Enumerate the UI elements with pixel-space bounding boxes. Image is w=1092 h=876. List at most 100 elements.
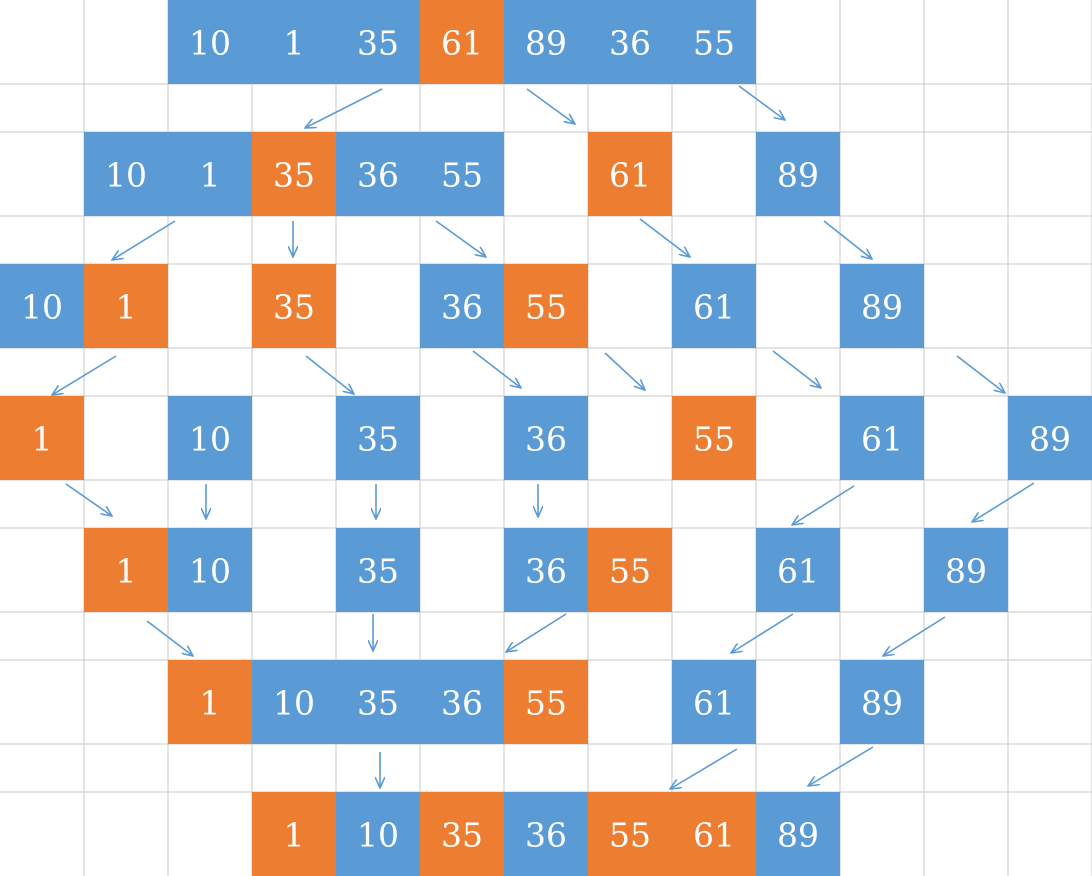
cell-value: 35 [357, 552, 399, 591]
cell: 55 [588, 528, 672, 612]
value-cell-box [756, 528, 840, 612]
value-cell-box [168, 132, 252, 216]
pivot-cell-box [168, 660, 252, 744]
cell-value: 1 [200, 684, 221, 723]
value-cell-box [672, 0, 756, 84]
cell-value: 10 [21, 288, 63, 327]
cell: 1 [0, 396, 84, 480]
value-cell-box [840, 660, 924, 744]
pivot-cell-box [588, 528, 672, 612]
cell-value: 89 [525, 24, 567, 63]
cell: 89 [924, 528, 1008, 612]
arrow [112, 220, 176, 260]
cell-value: 36 [525, 816, 567, 855]
row-6: 1 10 35 36 55 61 89 [168, 660, 924, 744]
cell: 36 [504, 528, 588, 612]
cell: 61 [672, 660, 756, 744]
arrow [772, 350, 821, 388]
value-cell-box [504, 396, 588, 480]
cell-value: 10 [189, 24, 231, 63]
cell: 36 [504, 396, 588, 480]
cell: 35 [336, 396, 420, 480]
pivot-cell-box [420, 0, 504, 84]
value-cell-box [252, 660, 336, 744]
cell: 35 [420, 792, 504, 876]
cell: 89 [840, 264, 924, 348]
value-cell-box [756, 132, 840, 216]
cell: 1 [252, 0, 336, 84]
value-cell-box [504, 528, 588, 612]
cell: 55 [504, 660, 588, 744]
cell-value: 1 [116, 552, 137, 591]
cell: 36 [336, 132, 420, 216]
cell-value: 36 [441, 684, 483, 723]
cell: 10 [168, 0, 252, 84]
cell: 35 [336, 660, 420, 744]
value-cell-box [504, 792, 588, 876]
value-cell-box [168, 0, 252, 84]
cell-value: 1 [200, 156, 221, 195]
cell: 35 [252, 264, 336, 348]
value-cell-box [756, 792, 840, 876]
cell: 35 [252, 132, 336, 216]
cell-value: 36 [357, 156, 399, 195]
row-4: 1 10 35 36 55 61 89 [0, 396, 1092, 480]
cell: 36 [420, 660, 504, 744]
cell-value: 89 [1029, 420, 1071, 459]
cell: 61 [756, 528, 840, 612]
arrow [670, 748, 738, 789]
pivot-cell-box [84, 528, 168, 612]
value-cell-box [336, 396, 420, 480]
pivot-cell-box [252, 792, 336, 876]
cell-value: 10 [357, 816, 399, 855]
cell: 89 [1008, 396, 1092, 480]
cell-value: 61 [693, 816, 735, 855]
arrow [808, 746, 874, 786]
arrow [731, 613, 794, 653]
value-cell-box [588, 0, 672, 84]
cell-value: 61 [441, 24, 483, 63]
cell-value: 36 [525, 552, 567, 591]
value-cell-box [672, 660, 756, 744]
cell-value: 1 [116, 288, 137, 327]
cell: 61 [672, 792, 756, 876]
row-7: 1 10 35 36 55 61 89 [252, 792, 840, 876]
pivot-cell-box [504, 660, 588, 744]
value-cell-box [168, 528, 252, 612]
arrow [506, 613, 567, 652]
cell-value: 1 [284, 24, 305, 63]
cell-value: 55 [609, 552, 651, 591]
cell: 89 [756, 792, 840, 876]
cell: 10 [336, 792, 420, 876]
arrows [52, 85, 1035, 789]
value-cell-box [924, 528, 1008, 612]
cell: 55 [504, 264, 588, 348]
cell: 1 [84, 528, 168, 612]
cell-value: 1 [32, 420, 53, 459]
pivot-cell-box [420, 792, 504, 876]
value-cell-box [252, 0, 336, 84]
cell: 10 [84, 132, 168, 216]
pivot-cell-box [84, 264, 168, 348]
cell: 35 [336, 528, 420, 612]
cell: 61 [420, 0, 504, 84]
cell: 61 [840, 396, 924, 480]
arrow [65, 483, 112, 516]
cell: 1 [84, 264, 168, 348]
cell: 55 [588, 792, 672, 876]
cell-value: 35 [357, 684, 399, 723]
cell-value: 61 [609, 156, 651, 195]
value-cell-box [1008, 396, 1092, 480]
cell-value: 55 [609, 816, 651, 855]
value-cell-box [420, 660, 504, 744]
cell-value: 36 [441, 288, 483, 327]
arrow [738, 85, 785, 120]
cell: 61 [672, 264, 756, 348]
cell-value: 61 [693, 288, 735, 327]
cell: 89 [756, 132, 840, 216]
cell: 10 [168, 396, 252, 480]
cell-value: 55 [441, 156, 483, 195]
arrow [792, 485, 855, 525]
cell-value: 89 [777, 816, 819, 855]
